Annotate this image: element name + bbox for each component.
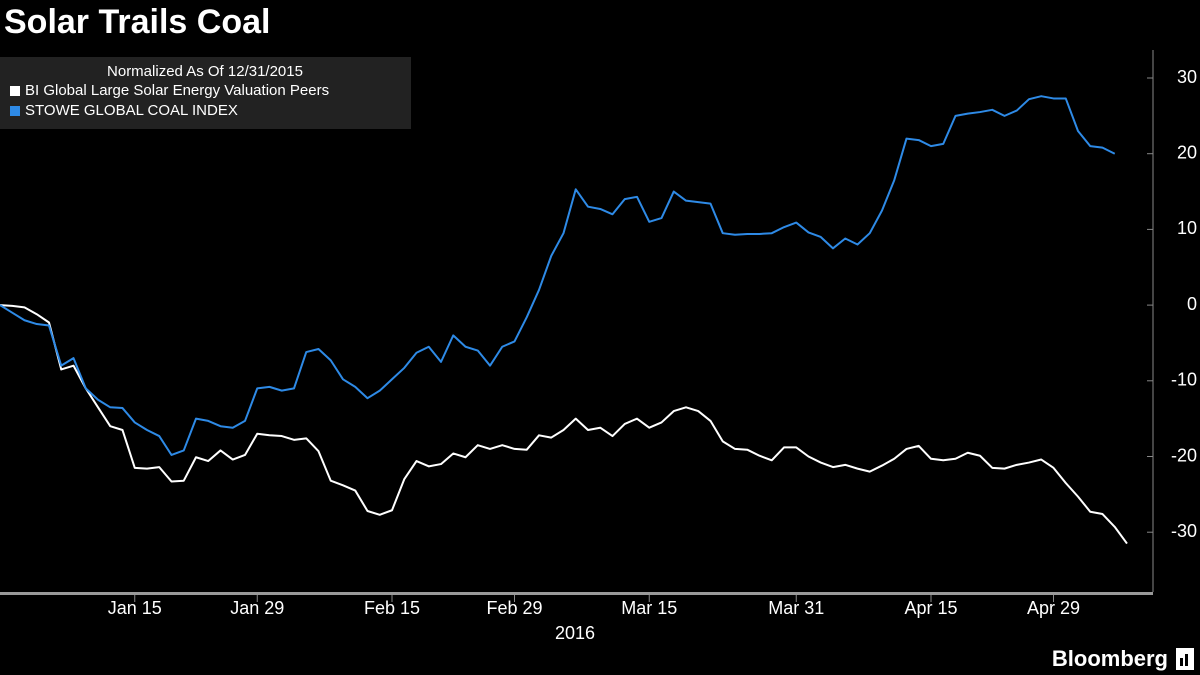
legend-label: STOWE GLOBAL COAL INDEX xyxy=(25,102,238,119)
x-tick-label: Mar 15 xyxy=(621,598,677,618)
legend-label: BI Global Large Solar Energy Valuation P… xyxy=(25,82,329,99)
legend-title: Normalized As Of 12/31/2015 xyxy=(107,63,303,80)
legend-swatch xyxy=(10,106,20,116)
y-tick-label: -30 xyxy=(1171,521,1197,541)
y-tick-label: 0 xyxy=(1187,294,1197,314)
x-tick-label: Apr 15 xyxy=(904,598,957,618)
x-tick-label: Feb 15 xyxy=(364,598,420,618)
x-tick-label: Feb 29 xyxy=(486,598,542,618)
y-tick-label: -10 xyxy=(1171,370,1197,390)
legend-swatch xyxy=(10,86,20,96)
x-axis-line xyxy=(0,592,1153,595)
x-tick-label: Jan 29 xyxy=(230,598,284,618)
series-line xyxy=(0,304,1128,545)
x-tick-label: Apr 29 xyxy=(1027,598,1080,618)
source: Bloomberg xyxy=(1052,646,1168,671)
y-tick-label: -20 xyxy=(1171,445,1197,465)
chart-title: Solar Trails Coal xyxy=(4,3,270,41)
y-tick-label: 10 xyxy=(1177,218,1197,238)
x-axis-label: 2016 xyxy=(555,623,595,643)
y-tick-label: 30 xyxy=(1177,67,1197,87)
x-tick-label: Mar 31 xyxy=(768,598,824,618)
y-tick-label: 20 xyxy=(1177,142,1197,162)
x-tick-label: Jan 15 xyxy=(108,598,162,618)
bloomberg-icon xyxy=(1176,648,1194,670)
series-line xyxy=(0,95,1116,456)
legend-box xyxy=(0,57,411,129)
